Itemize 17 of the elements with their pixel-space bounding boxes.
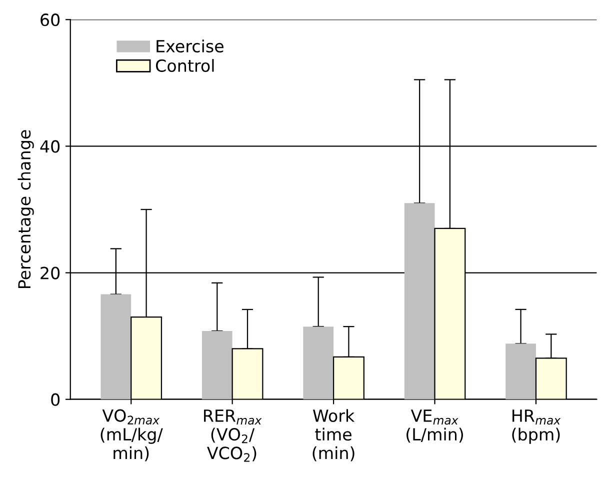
y-axis-title: Percentage change	[18, 130, 34, 288]
bar	[506, 344, 536, 400]
y-tick-label: 20	[40, 266, 60, 280]
x-tick-label: Work time (min)	[312, 409, 355, 462]
bar	[404, 203, 435, 400]
x-tick-label: VO$_{2max}$ (mL/kg/ min)	[100, 409, 163, 462]
bar	[100, 294, 132, 400]
legend-label: Exercise	[156, 40, 224, 52]
x-tick-label: VE$_{max}$ (L/min)	[406, 410, 463, 443]
x-tick-label: HR$_{max}$ (bpm)	[512, 410, 561, 444]
y-tick-label: 60	[40, 14, 60, 26]
x-tick-label: RER$_{max}$ (VO$_{2}$/ VCO$_{2}$)	[204, 410, 262, 462]
bar	[303, 326, 334, 400]
bar	[202, 330, 232, 400]
y-tick-label: 0	[51, 393, 60, 406]
legend-label: Control	[156, 59, 214, 72]
y-tick-label: 40	[40, 140, 60, 153]
